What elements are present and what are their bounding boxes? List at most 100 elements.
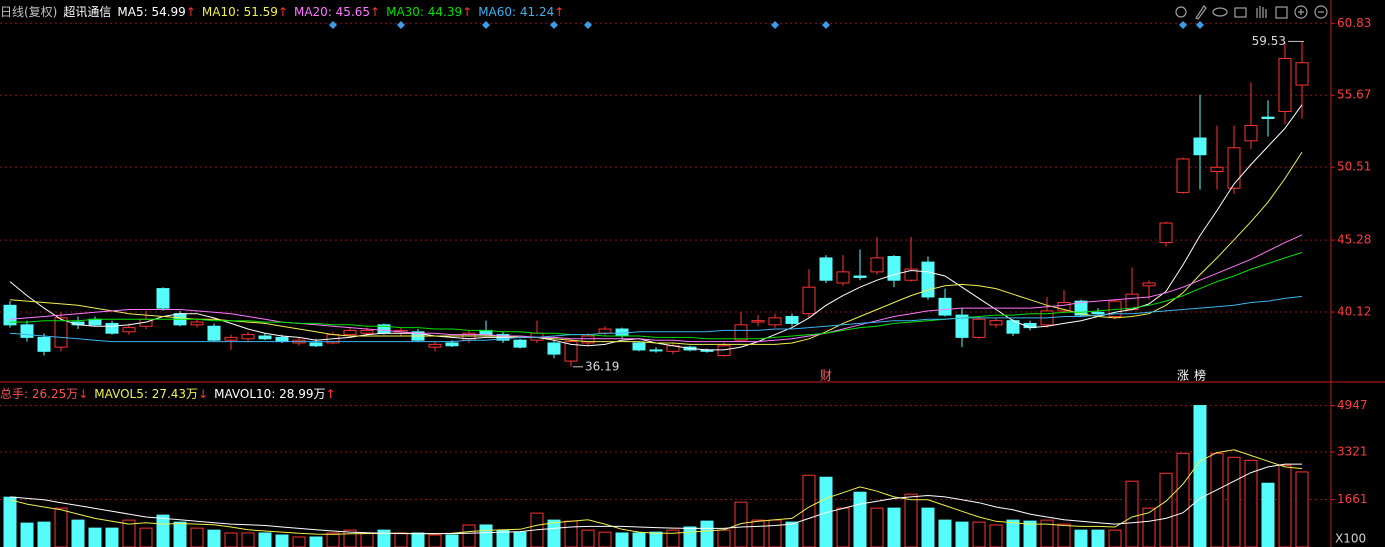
volume-bar	[360, 532, 374, 547]
candle-body	[717, 345, 731, 357]
volume-bar	[513, 531, 527, 547]
volume-bar	[581, 529, 595, 547]
volume-bar	[54, 507, 68, 547]
annotation-label: 59.53	[1252, 34, 1286, 48]
volume-bar	[870, 507, 884, 547]
candle-body	[258, 335, 272, 340]
candle-body	[428, 343, 442, 348]
y-tick-label: 3321	[1337, 445, 1368, 459]
volume-bar	[3, 496, 17, 547]
volume-bar	[207, 529, 221, 547]
candle-body	[1091, 311, 1105, 315]
box-icon[interactable]	[1234, 7, 1247, 18]
stock-name: 超讯通信	[63, 4, 111, 19]
candle-body	[836, 271, 850, 284]
candle-body	[802, 286, 816, 315]
legend-entry: MA20: 45.65	[294, 5, 370, 19]
volume-bar	[445, 534, 459, 547]
legend: 日线(复权) 超讯通信 MA5: 54.99↑ MA10: 51.59↑ MA20: 4…	[0, 4, 564, 19]
candle-body	[1057, 302, 1071, 312]
candle-body	[37, 336, 51, 352]
candle-body	[1142, 282, 1156, 287]
volume-bar	[156, 514, 170, 547]
candle-body	[751, 320, 765, 323]
candle-body	[598, 328, 612, 334]
candle-body	[190, 321, 204, 326]
candle-body	[547, 342, 561, 355]
volume-bar	[1261, 482, 1275, 547]
ma-line	[9, 234, 1303, 343]
candle-body	[360, 329, 374, 334]
candle-body	[1278, 58, 1292, 113]
volume-bar	[1278, 464, 1292, 547]
candle-body	[1193, 137, 1207, 156]
ma-line	[9, 104, 1303, 351]
candle-body	[1176, 158, 1190, 193]
volume-bar	[88, 527, 102, 547]
candle-body	[904, 268, 918, 281]
volume-bar	[785, 521, 799, 547]
ma-line	[9, 449, 1303, 535]
volume-bar	[1159, 472, 1173, 547]
volume-bar	[615, 532, 629, 547]
event-marker	[550, 21, 558, 29]
candle-body	[581, 335, 595, 344]
legend-arrow: ↑	[278, 5, 288, 19]
volume-bar	[1074, 529, 1088, 547]
view-icon[interactable]	[1212, 7, 1228, 17]
y-tick-label: 4947	[1337, 398, 1368, 412]
volume-bar	[802, 474, 816, 547]
volume-bar	[479, 524, 493, 547]
candle-body	[1227, 147, 1241, 189]
volume-bar	[921, 507, 935, 547]
volume-bar	[904, 493, 918, 547]
volume-bar	[819, 476, 833, 547]
volume-bar	[20, 522, 34, 547]
zoom-in-icon[interactable]	[1294, 5, 1308, 19]
hand-icon[interactable]	[1256, 6, 1267, 18]
volume-bar	[751, 519, 765, 547]
volume-bar	[1040, 519, 1054, 547]
candle-body	[887, 256, 901, 281]
legend-arrow: ↑	[370, 5, 380, 19]
volume-bar	[1142, 507, 1156, 547]
volume-bar	[292, 536, 306, 547]
candle-body	[1159, 222, 1173, 244]
candle-body	[785, 315, 799, 324]
candle-body	[938, 297, 952, 316]
volume-bar	[1006, 519, 1020, 547]
y-tick-label: 1661	[1337, 492, 1368, 506]
draw-icon[interactable]	[1195, 5, 1207, 20]
candle-body	[122, 327, 136, 333]
volume-bar	[955, 521, 969, 547]
legend-entry: MA10: 51.59	[202, 5, 278, 19]
volume-bar	[632, 532, 646, 547]
candle-body	[309, 342, 323, 347]
candle-body	[1210, 166, 1224, 172]
volume-bar	[989, 524, 1003, 547]
candle-body	[1261, 116, 1275, 120]
candle-body	[768, 317, 782, 326]
volume-bar	[700, 520, 714, 547]
settings-icon[interactable]	[1175, 6, 1187, 18]
volume-bar	[564, 520, 578, 547]
legend-entry: MA30: 44.39	[386, 5, 462, 19]
candle-body	[1295, 62, 1309, 86]
select-icon[interactable]	[1275, 6, 1288, 19]
y-tick-label: 40.12	[1337, 305, 1371, 319]
legend-entry: MAVOL5: 27.43万	[94, 387, 198, 401]
volume-bar	[768, 519, 782, 547]
legend-arrow: ↑	[326, 387, 336, 401]
candle-body	[105, 322, 119, 334]
volume-bar	[258, 532, 272, 547]
volume-bar	[1108, 529, 1122, 547]
volume-bar	[190, 527, 204, 547]
candle-body	[870, 257, 884, 273]
zoom-out-icon[interactable]	[1314, 5, 1328, 19]
legend-arrow: ↓	[78, 387, 88, 401]
candle-body	[955, 314, 969, 338]
volume-bar	[37, 521, 51, 547]
volume-bar	[1295, 471, 1309, 547]
event-marker	[397, 21, 405, 29]
